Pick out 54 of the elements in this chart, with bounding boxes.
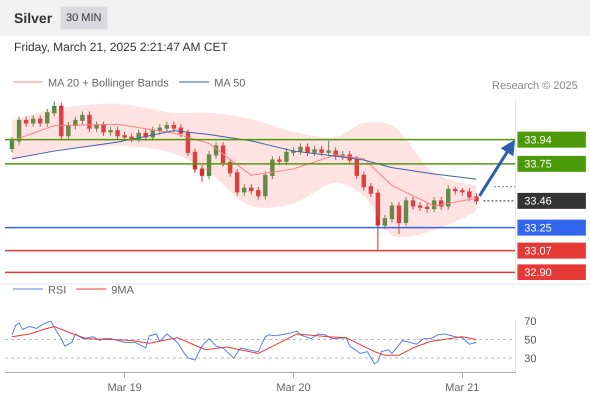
x-tick-label: Mar 21 — [445, 382, 480, 394]
legend-label: MA 20 + Bollinger Bands — [48, 77, 170, 90]
candlestick — [453, 186, 458, 195]
candlestick — [396, 202, 402, 235]
y-tick-label: 30 — [524, 352, 537, 365]
candlestick — [234, 168, 240, 196]
y-tick-label: 33.25 — [524, 222, 552, 235]
candlestick — [418, 202, 422, 212]
candlestick — [410, 196, 416, 210]
y-tick-label: 33.07 — [524, 245, 552, 258]
legend-label: MA 50 — [214, 77, 246, 90]
candlestick — [249, 184, 254, 195]
candlestick — [467, 188, 472, 202]
y-tick-label: 70 — [524, 316, 537, 328]
candlestick — [319, 145, 324, 157]
candlestick — [59, 102, 64, 140]
y-tick-label: 32.90 — [524, 267, 552, 280]
x-tick-label: Mar 19 — [107, 382, 142, 394]
candlestick — [101, 121, 106, 136]
candlestick — [424, 202, 430, 213]
candlestick — [474, 192, 479, 206]
candlestick — [376, 188, 380, 252]
candlestick — [354, 156, 360, 180]
x-tick-label: Mar 20 — [276, 382, 311, 394]
chart-title: Silver — [14, 10, 53, 26]
line-series — [12, 321, 477, 364]
y-tick-label: 33.75 — [524, 158, 552, 171]
candlestick — [200, 164, 204, 182]
candlestick — [460, 188, 465, 196]
candlestick — [256, 186, 261, 200]
candlestick — [87, 110, 92, 132]
candlestick — [10, 136, 14, 153]
candlestick — [362, 170, 366, 192]
candlestick — [122, 131, 127, 142]
candlestick — [24, 116, 28, 128]
line-series — [12, 130, 477, 180]
y-tick-label: 50 — [524, 334, 537, 346]
candlestick — [115, 126, 120, 140]
legend-label: 9MA — [111, 284, 135, 296]
y-tick-label: 33.46 — [524, 196, 552, 208]
legend-label: RSI — [48, 284, 66, 296]
candlestick — [368, 182, 374, 198]
y-tick-label: 33.94 — [524, 134, 552, 146]
candlestick — [220, 142, 226, 167]
candlestick — [38, 114, 42, 128]
candlestick — [172, 121, 176, 132]
chart-subtitle: Friday, March 21, 2025 2:21:47 AM CET — [14, 40, 229, 54]
candlestick — [192, 148, 198, 174]
candlestick — [305, 142, 310, 157]
text: Research © 2025 — [492, 80, 578, 92]
text: 30 MIN — [66, 12, 102, 24]
line-series — [12, 326, 477, 356]
candlestick — [277, 156, 282, 166]
candlestick — [129, 132, 134, 143]
